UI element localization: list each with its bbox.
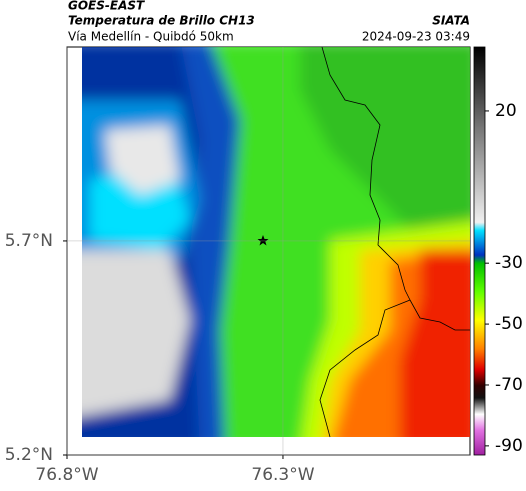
borders <box>319 46 470 438</box>
brand: SIATA <box>432 14 470 28</box>
colorbar-tick-label: -90 <box>495 436 523 456</box>
colorbar <box>473 46 486 456</box>
y-tick-label: 5.2°N <box>5 445 53 465</box>
location-marker <box>257 235 269 246</box>
colorbar-tick-label: 20 <box>495 101 517 121</box>
title: Temperatura de Brillo CH13 <box>68 14 255 28</box>
source: GOES-EAST <box>68 0 145 13</box>
y-tick-label: 5.7°N <box>5 231 53 251</box>
colorbar-tick-label: -70 <box>495 375 523 395</box>
colorbar-tick-label: -30 <box>495 253 523 273</box>
subtitle: Vía Medellín - Quibdó 50km <box>68 30 234 44</box>
brightness-field <box>82 47 470 437</box>
x-tick-label: 76.8°W <box>35 465 98 485</box>
timestamp: 2024-09-23 03:49 <box>362 30 470 44</box>
x-tick-label: 76.3°W <box>251 465 314 485</box>
colorbar-tick-label: -50 <box>495 314 523 334</box>
